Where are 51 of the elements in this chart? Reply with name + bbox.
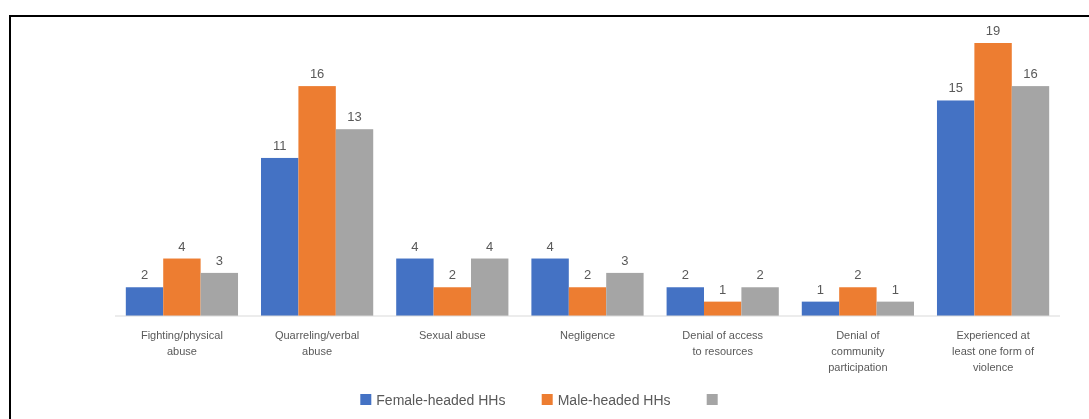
bar (335, 129, 374, 316)
data-label: 16 (1023, 66, 1038, 82)
data-label: 2 (448, 267, 456, 283)
data-label: 19 (985, 23, 1001, 38)
data-label: 2 (583, 267, 592, 283)
data-label: 1 (816, 281, 825, 297)
x-tick-label: Experienced at least one form of violence (952, 329, 1035, 373)
data-label: 4 (178, 238, 186, 254)
bar (531, 258, 569, 316)
legend-label: Female-headed HHs (376, 392, 506, 408)
bar (666, 287, 704, 316)
bar (261, 157, 299, 316)
data-label: 13 (347, 109, 362, 125)
bar (876, 301, 914, 316)
bar (936, 100, 975, 316)
x-tick-label: Negligence (559, 329, 616, 341)
data-label: 4 (486, 238, 494, 254)
data-label: 4 (546, 238, 554, 254)
bar (801, 301, 840, 316)
bar (1011, 86, 1050, 316)
data-label: 11 (272, 137, 287, 153)
bar (839, 287, 877, 316)
bar (703, 301, 742, 316)
data-label: 2 (756, 267, 764, 283)
x-tick-label: Denial of access to resources (682, 329, 764, 357)
data-label: 15 (948, 80, 963, 96)
data-label: 2 (681, 267, 689, 283)
data-label: 3 (215, 252, 223, 268)
bar (163, 258, 201, 316)
data-label: 16 (309, 66, 325, 82)
data-label: 4 (411, 238, 419, 254)
bar (298, 86, 336, 316)
x-tick-label: Sexual abuse (418, 329, 486, 341)
bar (606, 272, 644, 316)
x-tick-label: Quarreling/verbal abuse (274, 329, 360, 357)
bar (200, 272, 239, 316)
x-tick-label: Denial of community participation (828, 329, 888, 373)
x-tick-label: Fighting/physical abuse (140, 329, 223, 357)
bar (974, 43, 1012, 316)
data-label: 2 (140, 267, 149, 283)
bar (471, 258, 509, 316)
data-label: 1 (891, 281, 899, 297)
bar (125, 287, 164, 316)
bar (741, 287, 779, 316)
bar (396, 258, 434, 316)
data-label: 3 (621, 252, 629, 268)
data-label: 1 (719, 281, 727, 297)
bar (433, 287, 472, 316)
bar (568, 287, 607, 316)
legend-label: Male-headed HHs (557, 392, 671, 408)
data-label: 2 (854, 267, 862, 283)
